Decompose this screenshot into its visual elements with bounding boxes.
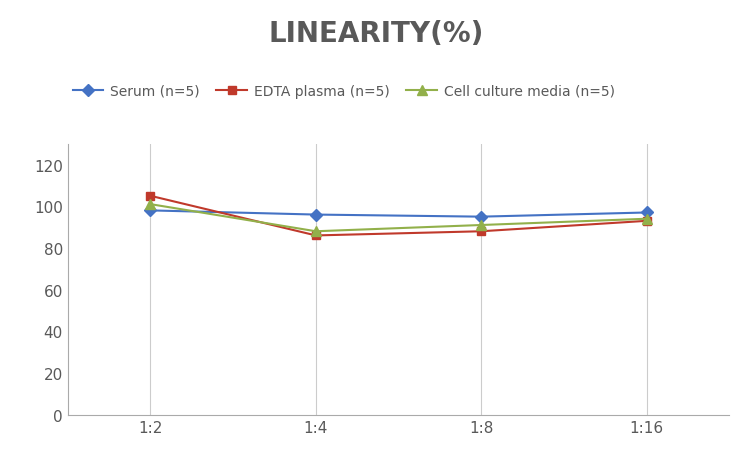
- Serum (n=5): [146, 208, 155, 214]
- Serum (n=5): [311, 212, 320, 218]
- EDTA plasma (n=5): [311, 233, 320, 239]
- Cell culture media (n=5): [477, 223, 486, 228]
- Legend: Serum (n=5), EDTA plasma (n=5), Cell culture media (n=5): Serum (n=5), EDTA plasma (n=5), Cell cul…: [67, 79, 620, 104]
- Line: EDTA plasma (n=5): EDTA plasma (n=5): [146, 192, 651, 240]
- Text: LINEARITY(%): LINEARITY(%): [268, 20, 484, 48]
- EDTA plasma (n=5): [477, 229, 486, 235]
- Line: Serum (n=5): Serum (n=5): [146, 207, 651, 221]
- Cell culture media (n=5): [642, 216, 651, 222]
- Line: Cell culture media (n=5): Cell culture media (n=5): [146, 200, 651, 237]
- Cell culture media (n=5): [146, 202, 155, 207]
- Serum (n=5): [477, 215, 486, 220]
- Cell culture media (n=5): [311, 229, 320, 235]
- EDTA plasma (n=5): [642, 219, 651, 224]
- EDTA plasma (n=5): [146, 193, 155, 199]
- Serum (n=5): [642, 210, 651, 216]
